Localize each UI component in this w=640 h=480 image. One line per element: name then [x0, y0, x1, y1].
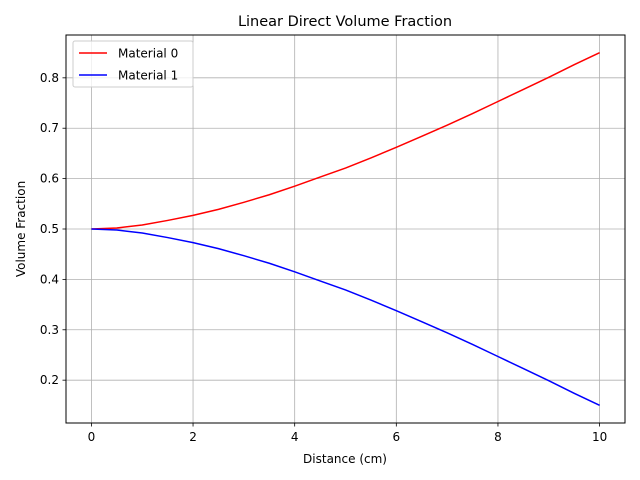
- y-tick-label-3: 0.5: [40, 222, 59, 236]
- legend: Material 0 Material 1: [72, 40, 194, 88]
- series-line-1: [91, 228, 600, 407]
- y-axis-label: Volume Fraction: [14, 181, 28, 277]
- y-tick-label-1: 0.3: [40, 323, 59, 337]
- series-line-0: [91, 51, 600, 230]
- x-tick-label-0: 0: [88, 430, 96, 444]
- series-lines: [91, 51, 600, 407]
- x-tick-label-3: 6: [392, 430, 400, 444]
- x-tick-label-4: 8: [494, 430, 502, 444]
- y-tick-label-2: 0.4: [40, 272, 59, 286]
- x-tick-label-1: 2: [189, 430, 197, 444]
- legend-label-0: Material 0: [118, 47, 178, 61]
- x-axis-label: Distance (cm): [303, 452, 387, 466]
- legend-label-1: Material 1: [118, 69, 178, 83]
- y-tick-label-6: 0.8: [40, 71, 59, 85]
- x-tick-label-2: 4: [291, 430, 299, 444]
- y-tick-label-0: 0.2: [40, 373, 59, 387]
- y-tick-label-4: 0.6: [40, 172, 59, 186]
- grid: [66, 35, 625, 423]
- ticks: 0 2 4 6 8 10 0.2 0.3 0.4 0.5 0.6 0.7 0.8: [40, 71, 607, 444]
- x-tick-label-5: 10: [592, 430, 607, 444]
- chart-title: Linear Direct Volume Fraction: [238, 14, 452, 30]
- y-tick-label-5: 0.7: [40, 121, 59, 135]
